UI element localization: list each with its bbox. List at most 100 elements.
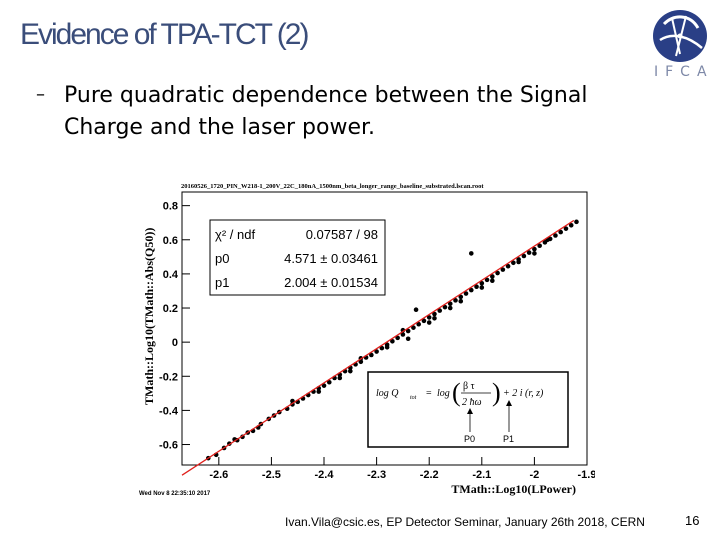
data-point: [568, 222, 574, 228]
data-point: [432, 311, 437, 317]
stat-value-p1: 2.004 ± 0.01534: [284, 275, 378, 290]
x-tick-label: -2.2: [420, 469, 439, 481]
formula-paren-left: (: [452, 378, 461, 407]
data-point: [326, 379, 332, 385]
date-stamp: Wed Nov 8 22:35:10 2017: [139, 491, 211, 497]
logo-text: IFCA: [654, 64, 714, 80]
data-point: [563, 226, 569, 231]
x-axis-label: TMath::Log10(LPower): [451, 482, 576, 496]
y-tick-label: 0.2: [163, 303, 178, 315]
data-point: [468, 251, 474, 256]
y-tick-label: 0.6: [163, 235, 178, 247]
data-point: [521, 253, 527, 259]
data-point: [479, 285, 485, 290]
fit-line: [181, 219, 575, 476]
data-point: [405, 336, 411, 342]
data-point: [558, 229, 564, 235]
data-point: [316, 389, 322, 394]
data-point: [490, 278, 495, 284]
data-point: [511, 260, 516, 266]
chart-title: 20160526_1720_PIN_W218-1_200V_22C_180nA_…: [181, 183, 484, 190]
formula-paren-right: ): [492, 378, 501, 407]
y-tick-label: 0.4: [163, 269, 179, 281]
y-axis-label: TMath::Log10(TMath::Abs(Q50)): [142, 228, 156, 405]
x-tick-label: -2.6: [209, 469, 228, 481]
formula-num: β τ: [463, 381, 475, 392]
ifca-logo-icon: [653, 10, 707, 62]
data-point: [437, 308, 443, 313]
footer-text: Ivan.Vila@csic.es, EP Detector Seminar, …: [285, 515, 645, 529]
x-tick-label: -1.9: [578, 469, 595, 481]
formula-label-p0: P0: [464, 434, 475, 444]
data-point: [505, 263, 511, 269]
p0-arrowhead: [467, 408, 473, 414]
stat-value-p0: 4.571 ± 0.03461: [284, 251, 378, 266]
data-point: [411, 325, 416, 330]
formula-box: log Q tot = log ( β τ 2 ħω ) + 2 i (r, z…: [367, 371, 569, 448]
stat-label-p1: p1: [215, 275, 229, 290]
data-point: [532, 246, 537, 252]
data-point: [463, 291, 469, 296]
data-point: [458, 298, 464, 304]
data-point: [321, 383, 327, 388]
y-tick-label: 0: [172, 337, 178, 349]
formula-lhs-sub: tot: [410, 395, 417, 401]
data-point: [390, 338, 395, 344]
formula-den: 2 ħω: [462, 397, 482, 408]
data-point: [384, 344, 390, 350]
data-point: [413, 307, 419, 313]
formula-log: log: [437, 388, 450, 399]
data-point: [447, 305, 453, 311]
x-tick-label: -2: [530, 469, 540, 481]
data-point: [532, 251, 537, 256]
data-point: [405, 328, 411, 334]
stat-value-chi2: 0.07587 / 98: [306, 227, 378, 242]
plot-frame: [181, 191, 588, 466]
y-tick-label: -0.4: [159, 405, 179, 417]
page-number: 16: [685, 513, 700, 528]
y-tick-label: 0.8: [163, 201, 178, 213]
data-point: [374, 349, 379, 354]
data-point: [447, 301, 453, 307]
y-tick-label: -0.6: [159, 440, 178, 452]
slide-title: Evidence of TPA-TCT (2): [20, 18, 309, 51]
log-scatter-chart: 20160526_1720_PIN_W218-1_200V_22C_180nA_…: [125, 170, 595, 500]
data-point: [426, 315, 432, 320]
data-point: [500, 267, 506, 272]
data-point: [421, 318, 427, 324]
data-point: [442, 304, 448, 310]
x-tick-label: -2.1: [472, 469, 491, 481]
data-point: [400, 332, 406, 337]
x-tick-label: -2.4: [315, 469, 335, 481]
data-point: [516, 259, 521, 265]
x-tick-label: -2.3: [367, 469, 386, 481]
data-point: [574, 219, 579, 225]
axis-ticks: -2.6 -2.5 -2.4 -2.3 -2.2 -2.1 -2 -1.9 -0.6 -0.4 -0…: [159, 201, 595, 481]
data-point: [369, 352, 374, 358]
data-point: [553, 233, 558, 238]
data-point: [358, 359, 364, 365]
data-point: [468, 287, 474, 293]
data-point: [426, 320, 432, 325]
formula-lhs: log Q: [376, 388, 399, 399]
data-point: [348, 368, 353, 374]
bullet-text: Pure quadratic dependence between the Si…: [64, 83, 588, 140]
data-point: [490, 274, 495, 279]
bullet-dash: –: [36, 84, 45, 105]
data-point: [526, 250, 532, 255]
data-point: [337, 375, 343, 381]
data-point: [432, 315, 437, 321]
formula-equals: =: [426, 388, 432, 399]
data-point: [395, 335, 400, 341]
formula-label-p1: P1: [503, 434, 514, 444]
formula-tail: + 2 i (r, z): [503, 388, 544, 399]
data-point: [453, 298, 458, 303]
data-point: [416, 321, 421, 327]
stats-box: χ² / ndf 0.07587 / 98 p0 4.571 ± 0.03461…: [209, 219, 386, 296]
data-point: [495, 270, 500, 276]
x-tick-label: -2.5: [262, 469, 281, 481]
stat-label-chi2: χ² / ndf: [215, 227, 255, 242]
data-point: [458, 294, 464, 300]
data-point: [474, 284, 479, 289]
p1-arrowhead: [506, 400, 512, 406]
